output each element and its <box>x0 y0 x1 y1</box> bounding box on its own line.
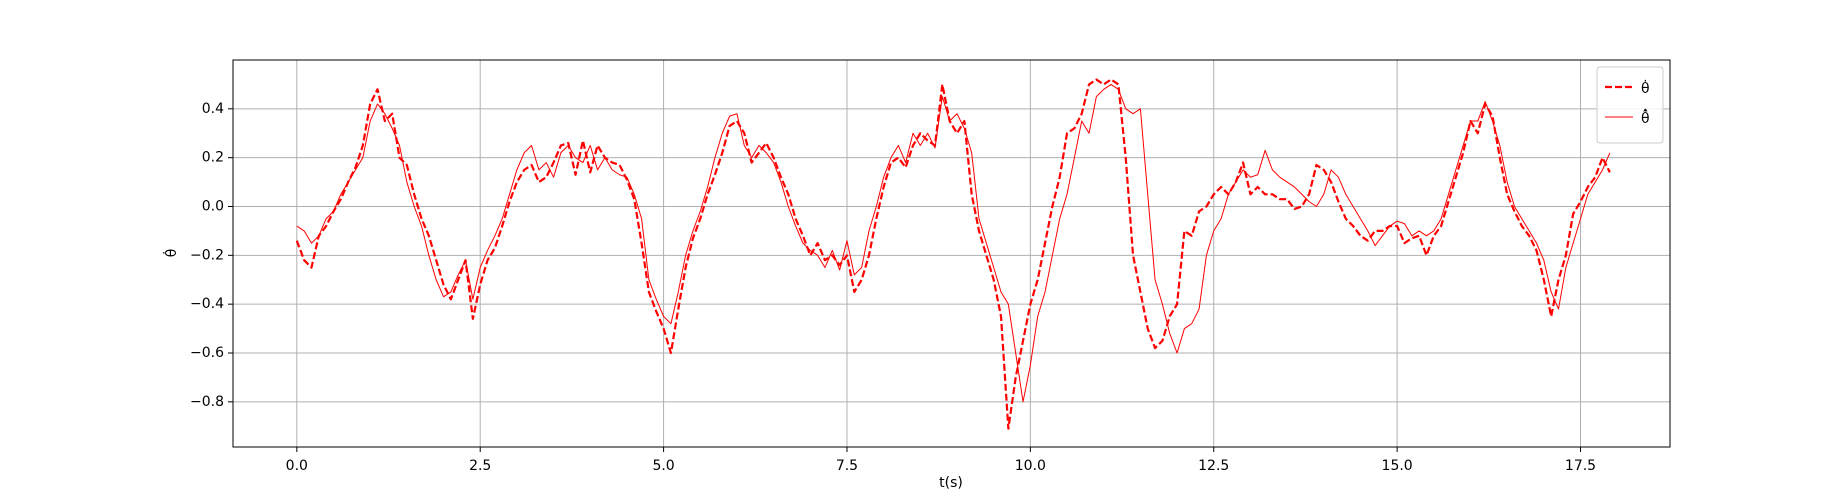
y-tick-label: −0.2 <box>190 247 224 263</box>
line-series <box>295 78 1611 430</box>
x-tick-label: 15.0 <box>1382 458 1413 474</box>
x-tick-label: 0.0 <box>286 458 308 474</box>
y-tick-label: −0.4 <box>190 296 224 312</box>
x-tick-label: 17.5 <box>1565 458 1596 474</box>
line-series <box>296 83 1611 403</box>
x-tick-label: 12.5 <box>1198 458 1229 474</box>
y-tick-label: 0.2 <box>202 150 224 166</box>
x-tick-label: 5.0 <box>652 458 674 474</box>
x-tick-label: 2.5 <box>469 458 491 474</box>
x-tick-label: 10.0 <box>1015 458 1046 474</box>
x-axis-label: t(s) <box>939 475 963 491</box>
y-tick-label: −0.6 <box>190 345 224 361</box>
y-tick-label: −0.8 <box>190 394 224 410</box>
x-tick-label: 7.5 <box>836 458 858 474</box>
plot-frame <box>232 59 1671 448</box>
legend-box <box>1596 66 1664 144</box>
legend-label: θ̂̇ <box>1641 108 1650 127</box>
y-tick-label: 0.4 <box>202 101 224 117</box>
legend-label: θ̇ <box>1641 79 1650 97</box>
y-axis-label: θ̇ <box>162 249 180 258</box>
y-tick-label: 0.0 <box>202 198 224 214</box>
